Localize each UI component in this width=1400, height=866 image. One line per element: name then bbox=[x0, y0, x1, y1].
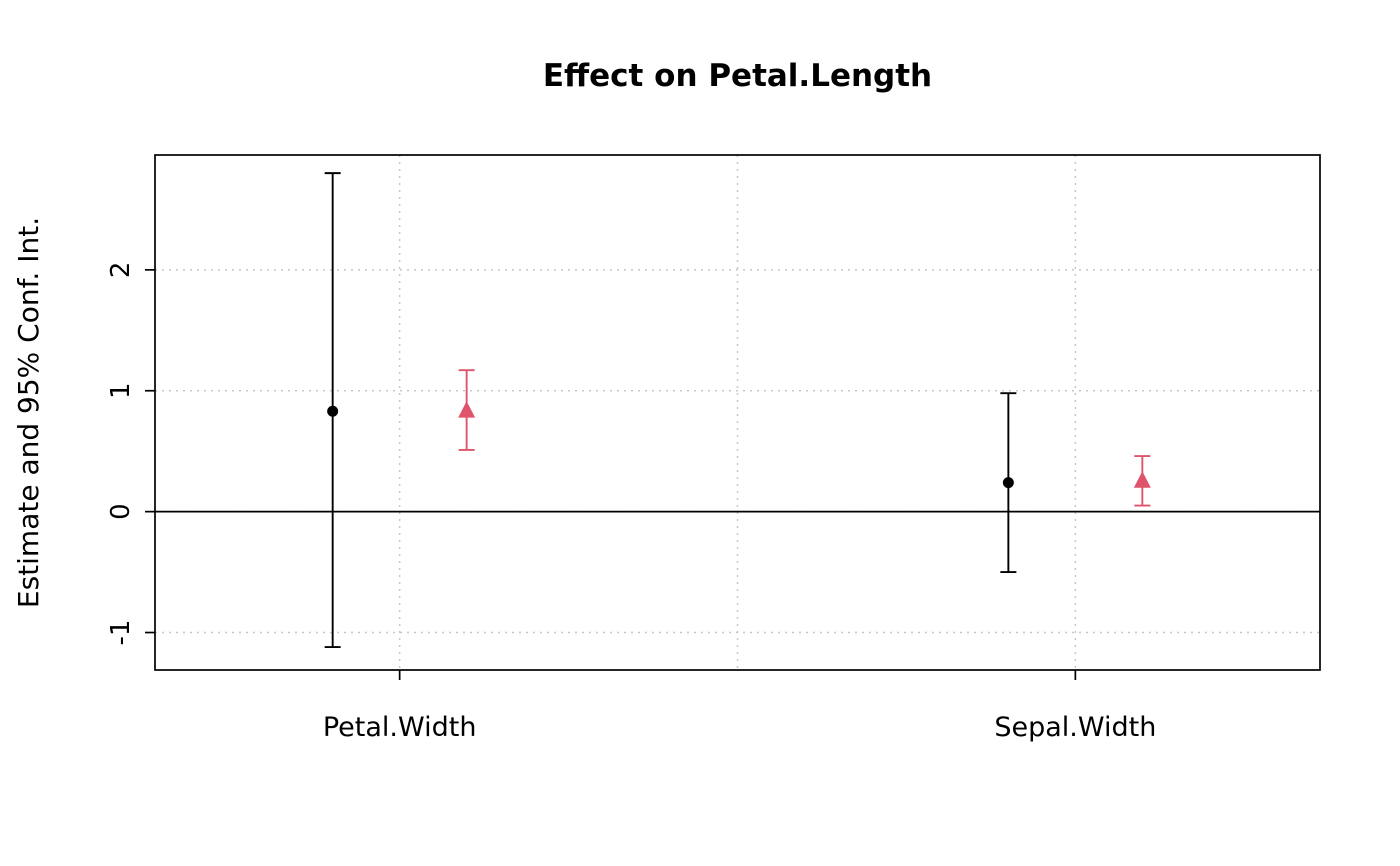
y-tick-label: -1 bbox=[106, 620, 136, 646]
y-tick-label: 0 bbox=[106, 503, 136, 520]
model-1-estimate-point-circle bbox=[1002, 477, 1014, 489]
plot-border bbox=[154, 154, 1321, 671]
x-tick-label: Sepal.Width bbox=[994, 712, 1156, 743]
chart-title: Effect on Petal.Length bbox=[542, 58, 933, 94]
model-2-estimate-point-triangle bbox=[458, 401, 476, 418]
y-tick-label: 1 bbox=[106, 382, 136, 399]
model-1-estimate-point-circle bbox=[327, 405, 339, 417]
model-2-estimate-point-triangle bbox=[1133, 471, 1151, 488]
x-tick-label: Petal.Width bbox=[323, 712, 477, 743]
y-tick-label: 2 bbox=[106, 262, 136, 279]
